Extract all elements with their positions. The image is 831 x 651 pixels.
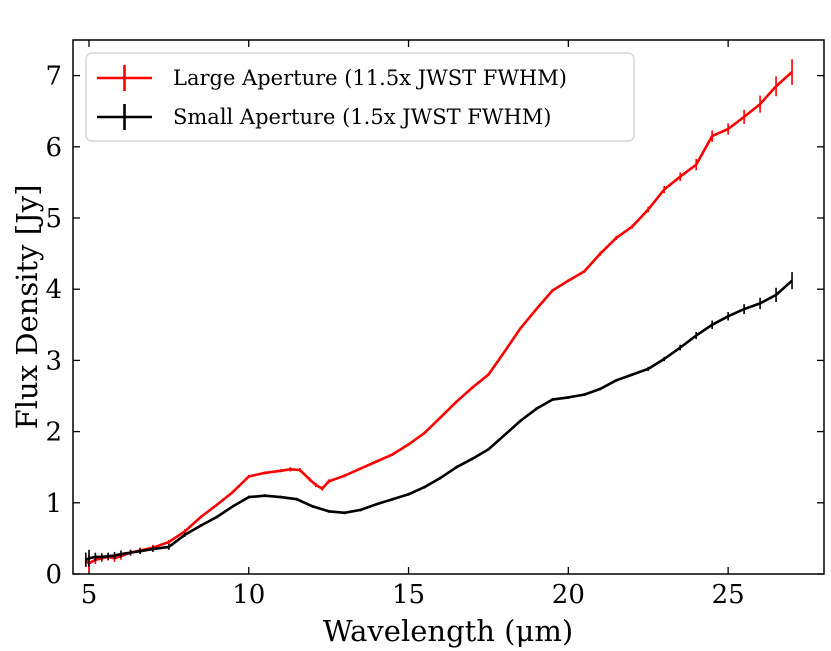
y-tick-label: 1 [45, 489, 62, 519]
series-2 [84, 272, 793, 567]
legend-label: Small Aperture (1.5x JWST FWHM) [173, 105, 551, 129]
x-tick-label: 25 [712, 580, 745, 610]
y-tick-label: 3 [45, 346, 62, 376]
y-tick-label: 2 [45, 418, 62, 448]
legend-box [85, 52, 635, 142]
x-tick-label: 5 [81, 580, 98, 610]
legend-label: Large Aperture (11.5x JWST FWHM) [173, 66, 567, 90]
plot-frame [72, 39, 825, 575]
y-tick-label: 4 [45, 275, 62, 305]
x-ticks: 5 10 15 20 25 [81, 40, 745, 610]
series-line [85, 279, 793, 561]
y-tick-label: 0 [45, 560, 62, 590]
x-tick-label: 20 [552, 580, 585, 610]
x-tick-label: 15 [392, 580, 425, 610]
y-tick-label: 6 [45, 133, 62, 163]
y-tick-label: 5 [45, 204, 62, 234]
x-axis-label: Wavelength (μm) [323, 614, 573, 648]
legend-entry: Small Aperture (1.5x JWST FWHM) [97, 104, 551, 130]
y-ticks: 0 1 2 3 4 5 6 7 [45, 62, 824, 590]
y-axis-label: Flux Density [Jy] [10, 185, 44, 430]
y-tick-label: 7 [45, 62, 62, 92]
legend: Large Aperture (11.5x JWST FWHM) Small Ap… [85, 52, 635, 142]
series-layer [84, 59, 793, 572]
legend-entry: Large Aperture (11.5x JWST FWHM) [97, 65, 567, 91]
x-tick-label: 10 [232, 580, 265, 610]
